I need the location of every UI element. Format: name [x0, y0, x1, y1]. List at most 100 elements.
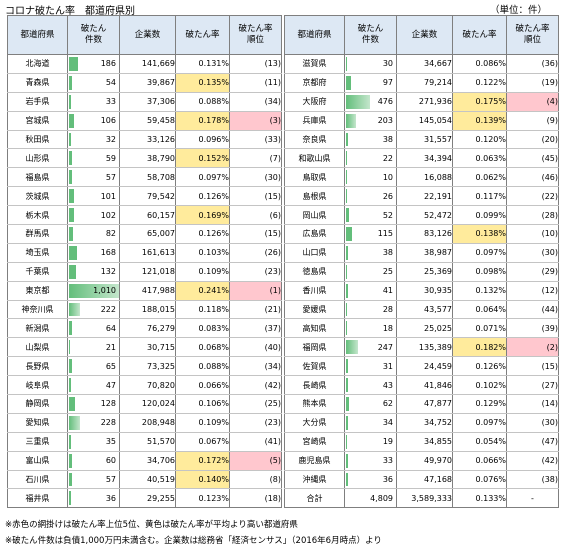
count-cell: 82	[67, 224, 120, 244]
companies-cell: 16,088	[396, 167, 453, 188]
table-row: 東京都 1,010 417,988 0.241% (1)	[7, 280, 282, 301]
count-data-bar	[346, 170, 347, 185]
table-row: 宮城県 106 59,458 0.178% (3)	[7, 110, 282, 131]
companies-cell: 25,025	[396, 318, 453, 339]
count-cell: 168	[67, 242, 120, 263]
rate-cell: 0.132%	[452, 280, 507, 301]
companies-cell: 417,988	[119, 280, 176, 301]
rate-cell: 0.138%	[452, 224, 507, 244]
count-cell: 32	[67, 129, 120, 150]
count-cell: 228	[67, 412, 120, 433]
count-value: 247	[377, 342, 393, 352]
table-row: 福島県 57 58,708 0.097% (30)	[7, 167, 282, 188]
count-cell: 65	[67, 356, 120, 377]
table-row: 群馬県 82 65,007 0.126% (15)	[7, 224, 282, 244]
count-value: 57	[105, 475, 116, 485]
count-value: 57	[105, 172, 116, 182]
prefecture-cell: 香川県	[284, 280, 345, 301]
rank-cell: (39)	[506, 318, 559, 339]
companies-cell: 43,577	[396, 299, 453, 320]
count-cell: 36	[344, 469, 397, 490]
rate-cell: 0.099%	[452, 205, 507, 226]
rate-cell: 0.117%	[452, 186, 507, 207]
count-cell: 36	[67, 488, 120, 509]
rank-cell: (6)	[229, 205, 282, 226]
footnote-data-source: ※破たん件数は負債1,000万円未満含む。企業数は総務省「経済センサス」（201…	[5, 536, 382, 546]
prefecture-cell: 埼玉県	[7, 242, 68, 263]
count-value: 59	[105, 153, 116, 163]
table-row: 長野県 65 73,325 0.088% (34)	[7, 356, 282, 377]
prefecture-cell: 群馬県	[7, 224, 68, 244]
header-row: 都道府県 破たん 件数 企業数 破たん率 破たん率 順位	[284, 15, 559, 55]
count-data-bar	[69, 397, 75, 411]
prefecture-cell: 宮城県	[7, 110, 68, 131]
companies-cell: 271,936	[396, 91, 453, 112]
count-value: 62	[382, 399, 393, 409]
rank-cell: (47)	[506, 431, 559, 452]
count-value: 222	[100, 305, 116, 315]
rank-cell: (4)	[506, 91, 559, 112]
count-data-bar	[69, 453, 72, 468]
prefecture-cell: 大阪府	[284, 91, 345, 112]
table-row: 大分県 34 34,752 0.097% (30)	[284, 412, 559, 433]
companies-cell: 38,790	[119, 148, 176, 169]
count-value: 30	[382, 59, 393, 69]
companies-cell: 33,126	[119, 129, 176, 150]
companies-cell: 30,935	[396, 280, 453, 301]
rate-cell: 0.109%	[175, 412, 230, 433]
rate-cell: 0.102%	[452, 375, 507, 396]
rank-cell: -	[506, 488, 559, 509]
table-row: 静岡県 128 120,024 0.106% (25)	[7, 394, 282, 414]
table-row: 福岡県 247 135,389 0.182% (2)	[284, 337, 559, 358]
count-data-bar	[69, 491, 71, 506]
count-cell: 115	[344, 224, 397, 244]
table-row: 鳥取県 10 16,088 0.062% (46)	[284, 167, 559, 188]
count-value: 132	[100, 267, 116, 277]
count-data-bar	[346, 75, 351, 90]
table-row: 兵庫県 203 145,054 0.139% (9)	[284, 110, 559, 131]
rank-cell: (20)	[506, 129, 559, 150]
table-row: 徳島県 25 25,369 0.098% (29)	[284, 261, 559, 282]
count-data-bar	[346, 340, 358, 355]
count-data-bar	[69, 245, 77, 260]
rate-cell: 0.054%	[452, 431, 507, 452]
rank-cell: (27)	[506, 375, 559, 396]
prefecture-cell: 広島県	[284, 224, 345, 244]
count-data-bar	[346, 472, 348, 487]
rate-cell: 0.066%	[175, 375, 230, 396]
table-row: 岐阜県 47 70,820 0.066% (42)	[7, 375, 282, 396]
count-data-bar	[346, 302, 347, 317]
rank-cell: (23)	[229, 261, 282, 282]
count-cell: 18	[344, 318, 397, 339]
rate-cell: 0.067%	[175, 431, 230, 452]
count-data-bar	[346, 283, 348, 298]
prefecture-cell: 茨城県	[7, 186, 68, 207]
companies-cell: 65,007	[119, 224, 176, 244]
prefecture-cell: 愛媛県	[284, 299, 345, 320]
prefecture-cell: 富山県	[7, 450, 68, 471]
count-data-bar	[346, 94, 370, 109]
prefecture-cell: 山梨県	[7, 337, 68, 358]
rate-cell: 0.126%	[175, 186, 230, 207]
count-data-bar	[69, 340, 70, 355]
rate-cell: 0.097%	[175, 167, 230, 188]
companies-cell: 145,054	[396, 110, 453, 131]
count-value: 106	[100, 116, 116, 126]
bankruptcy-table-right: 都道府県 破たん 件数 企業数 破たん率 破たん率 順位 滋賀県 30 34,667…	[284, 15, 559, 509]
table-row: 沖縄県 36 47,168 0.076% (38)	[284, 469, 559, 490]
table-row: 島根県 26 22,191 0.117% (22)	[284, 186, 559, 207]
rate-cell: 0.129%	[452, 394, 507, 414]
companies-cell: 141,669	[119, 54, 176, 74]
companies-cell: 34,394	[396, 148, 453, 169]
table-row: 神奈川県 222 188,015 0.118% (21)	[7, 299, 282, 320]
rank-cell: (41)	[229, 431, 282, 452]
count-cell: 97	[344, 72, 397, 93]
table-row: 大阪府 476 271,936 0.175% (4)	[284, 91, 559, 112]
count-cell: 102	[67, 205, 120, 226]
companies-cell: 188,015	[119, 299, 176, 320]
rank-cell: (21)	[229, 299, 282, 320]
count-value: 31	[382, 361, 393, 371]
rank-cell: (38)	[506, 469, 559, 490]
table-row: 広島県 115 83,126 0.138% (10)	[284, 224, 559, 244]
prefecture-cell: 大分県	[284, 412, 345, 433]
